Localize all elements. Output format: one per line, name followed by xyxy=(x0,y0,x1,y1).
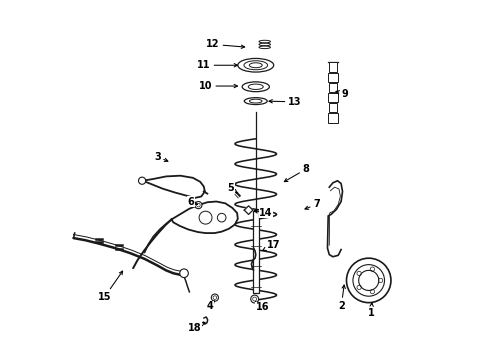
Text: 4: 4 xyxy=(207,301,214,311)
Polygon shape xyxy=(172,202,238,233)
Text: 2: 2 xyxy=(338,285,345,311)
Polygon shape xyxy=(327,181,343,257)
Circle shape xyxy=(346,258,391,303)
Bar xyxy=(329,63,337,72)
Text: 17: 17 xyxy=(263,239,280,251)
Text: 10: 10 xyxy=(199,81,238,91)
Circle shape xyxy=(251,295,259,303)
Circle shape xyxy=(180,269,188,278)
Bar xyxy=(329,103,337,112)
Circle shape xyxy=(211,294,219,301)
Text: 7: 7 xyxy=(305,199,320,210)
Ellipse shape xyxy=(238,58,274,72)
Text: 1: 1 xyxy=(368,303,374,318)
Text: 14: 14 xyxy=(254,208,273,218)
Text: 3: 3 xyxy=(154,152,168,162)
Text: 5: 5 xyxy=(227,183,237,193)
Text: 15: 15 xyxy=(98,271,122,302)
Bar xyxy=(252,211,259,293)
Text: 18: 18 xyxy=(188,322,205,333)
Text: 9: 9 xyxy=(336,89,348,99)
Circle shape xyxy=(139,177,146,184)
Text: 13: 13 xyxy=(269,97,301,107)
Bar xyxy=(328,93,338,102)
Text: 12: 12 xyxy=(206,40,245,49)
Text: 16: 16 xyxy=(255,302,270,312)
Bar xyxy=(328,113,338,123)
Circle shape xyxy=(195,202,202,209)
Text: 8: 8 xyxy=(284,164,309,182)
Bar xyxy=(328,73,338,82)
Bar xyxy=(329,83,337,92)
Ellipse shape xyxy=(245,98,267,104)
Text: 6: 6 xyxy=(187,197,197,207)
Polygon shape xyxy=(245,206,253,215)
Text: 11: 11 xyxy=(197,60,238,70)
Ellipse shape xyxy=(242,82,270,92)
